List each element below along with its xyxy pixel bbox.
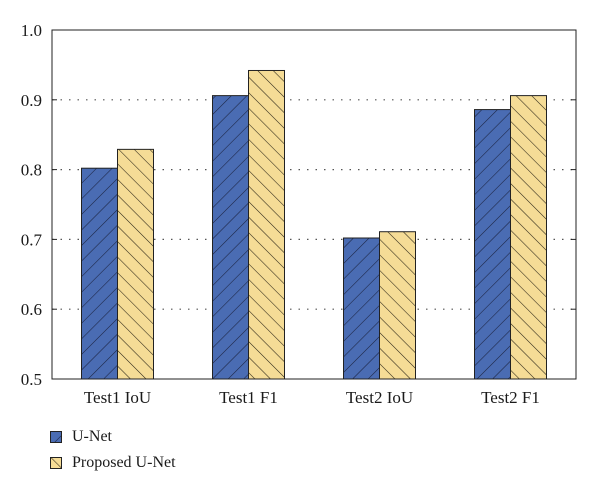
plot-frame xyxy=(51,29,577,380)
x-tick-label: Test2 IoU xyxy=(346,388,413,407)
y-tick-label: 0.6 xyxy=(21,300,42,319)
bar-proposed-unet xyxy=(248,69,285,380)
y-tick-label: 0.8 xyxy=(21,161,42,180)
legend-item-proposed-unet: Proposed U-Net xyxy=(50,450,176,476)
bar-proposed-unet xyxy=(379,231,416,380)
bar-proposed-unet xyxy=(117,148,154,380)
bar-proposed-unet xyxy=(510,95,547,380)
x-tick-label: Test1 F1 xyxy=(219,388,278,407)
axes: 0.5 0.6 0.7 0.8 0.9 1.0 Test1 IoU Test1 F1 Test2… xyxy=(21,21,576,407)
y-tick-label: 0.9 xyxy=(21,91,42,110)
bar-unet xyxy=(343,237,380,380)
legend-label-proposed-unet: Proposed U-Net xyxy=(72,454,176,471)
bar-unet xyxy=(474,109,511,380)
legend-item-unet: U-Net xyxy=(50,424,176,450)
y-tick-label: 0.5 xyxy=(21,370,42,389)
legend-swatch-proposed-unet xyxy=(50,457,62,469)
legend-label-unet: U-Net xyxy=(72,428,112,445)
x-tick-label: Test2 F1 xyxy=(481,388,540,407)
legend: U-Net Proposed U-Net xyxy=(50,424,176,476)
y-tick-label: 0.7 xyxy=(21,230,43,249)
bar-unet xyxy=(81,167,118,380)
legend-swatch-unet xyxy=(50,431,62,443)
y-tick-label: 1.0 xyxy=(21,21,42,40)
bar-chart: 0.5 0.6 0.7 0.8 0.9 1.0 Test1 IoU Test1 F1 Test2… xyxy=(21,21,577,407)
bars xyxy=(81,69,547,380)
x-tick-label: Test1 IoU xyxy=(84,388,151,407)
bar-unet xyxy=(212,95,249,380)
